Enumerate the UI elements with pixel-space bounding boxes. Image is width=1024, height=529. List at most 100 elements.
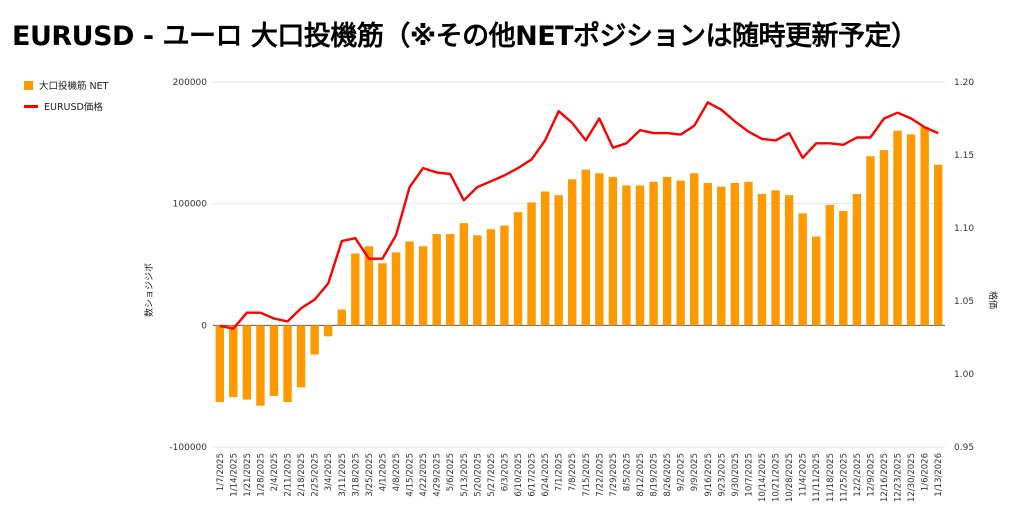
bar <box>378 263 387 326</box>
bar <box>242 325 252 400</box>
x-tick-label: 1/7/2025 <box>216 453 226 491</box>
bar <box>554 195 563 326</box>
legend-label-net: 大口投機筋 NET <box>39 81 109 92</box>
x-tick-label: 12/2/2025 <box>853 453 863 497</box>
bar <box>622 185 631 326</box>
x-tick-label: 10/14/2025 <box>758 453 768 502</box>
bar <box>920 127 929 326</box>
bar <box>296 325 306 388</box>
x-tick-label: 2/25/2025 <box>311 453 321 497</box>
x-tick-label: 6/3/2025 <box>500 453 510 491</box>
x-tick-label: 11/4/2025 <box>799 453 809 497</box>
y-axis-title: 数ショジジポ <box>143 263 155 317</box>
x-tick-label: 3/18/2025 <box>351 453 361 497</box>
x-tick-label: 5/20/2025 <box>473 453 483 497</box>
y2-tick-label: 1.10 <box>954 224 974 234</box>
x-tick-label: 9/30/2025 <box>731 453 741 497</box>
x-tick-label: 3/11/2025 <box>338 453 348 497</box>
bar <box>649 181 658 326</box>
x-tick-label: 12/9/2025 <box>866 453 876 497</box>
bar <box>635 185 645 326</box>
x-tick-label: 1/6/2026 <box>921 453 931 491</box>
x-tick-label: 6/10/2025 <box>514 453 524 497</box>
x-tick-label: 1/28/2025 <box>256 453 266 497</box>
bar <box>608 176 618 326</box>
x-tick-label: 9/9/2025 <box>690 453 700 491</box>
bar <box>812 236 821 326</box>
price-line <box>219 101 939 330</box>
bar <box>744 181 753 326</box>
bar <box>825 204 834 326</box>
x-tick-label: 11/11/2025 <box>812 453 822 502</box>
x-tick-label: 4/8/2025 <box>392 453 402 491</box>
bar <box>717 186 726 326</box>
x-tick-label: 10/28/2025 <box>785 453 795 502</box>
bar <box>486 229 496 326</box>
x-tick-label: 1/14/2025 <box>229 453 239 497</box>
bar <box>215 325 224 402</box>
bar <box>364 246 374 326</box>
x-tick-label: 12/16/2025 <box>880 453 890 502</box>
bar <box>540 191 550 326</box>
bar <box>866 156 875 326</box>
bar <box>906 134 916 326</box>
y2-tick-label: 1.15 <box>954 151 974 161</box>
bar <box>513 212 523 326</box>
bar <box>310 325 319 355</box>
x-tick-label: 7/29/2025 <box>609 453 619 497</box>
x-tick-label: 1/21/2025 <box>243 453 253 497</box>
bar <box>324 325 333 337</box>
bar <box>703 182 712 326</box>
bar <box>391 252 401 326</box>
x-tick-label: 2/11/2025 <box>284 453 294 497</box>
x-tick-label: 8/12/2025 <box>636 453 646 497</box>
legend-item-price: EURUSD価格 <box>24 99 103 113</box>
x-tick-label: 12/30/2025 <box>907 453 917 502</box>
x-tick-label: 10/21/2025 <box>772 453 782 502</box>
axis-layer: -100000 0 100000 200000 0.95 1.00 1.05 1.10 1.15… <box>169 78 974 502</box>
y2-tick-label: 1.00 <box>954 370 974 380</box>
bar <box>784 195 794 326</box>
bar <box>446 234 455 326</box>
x-tick-label: 5/27/2025 <box>487 453 497 497</box>
bar <box>527 202 536 326</box>
x-tick-label: 7/22/2025 <box>595 453 605 497</box>
bar <box>256 325 265 406</box>
x-tick-label: 9/2/2025 <box>677 453 687 491</box>
x-tick-label: 11/18/2025 <box>826 453 836 502</box>
bar <box>757 193 767 326</box>
x-tick-label: 9/16/2025 <box>704 453 714 497</box>
bar <box>676 180 685 326</box>
bar <box>432 234 441 326</box>
bar <box>839 210 848 326</box>
legend-swatch-line <box>24 104 38 108</box>
grid-layer <box>213 81 945 448</box>
bar <box>418 246 428 326</box>
y2-tick-label: 1.05 <box>954 297 974 307</box>
x-tick-label: 1/13/2026 <box>934 453 944 497</box>
y-tick-label: 200000 <box>173 78 208 88</box>
bar <box>283 325 292 402</box>
bar <box>730 182 740 326</box>
bar <box>852 193 862 326</box>
y2-tick-label: 1.20 <box>954 78 974 88</box>
x-tick-label: 5/6/2025 <box>446 453 456 491</box>
bar <box>405 241 414 326</box>
y2-tick-label: 0.95 <box>954 443 974 453</box>
line-layer <box>219 101 939 330</box>
x-tick-label: 4/1/2025 <box>378 453 388 491</box>
x-tick-label: 6/24/2025 <box>541 453 551 497</box>
x-tick-label: 2/18/2025 <box>297 453 307 497</box>
x-tick-label: 11/25/2025 <box>839 453 849 502</box>
bar <box>690 173 699 326</box>
bar <box>568 179 577 326</box>
bar <box>798 213 807 326</box>
x-tick-label: 7/1/2025 <box>555 453 565 491</box>
bar <box>459 223 468 326</box>
bar <box>934 164 943 326</box>
bar <box>269 325 279 396</box>
bar <box>500 225 509 326</box>
x-tick-label: 9/23/2025 <box>717 453 727 497</box>
bar <box>771 190 780 326</box>
